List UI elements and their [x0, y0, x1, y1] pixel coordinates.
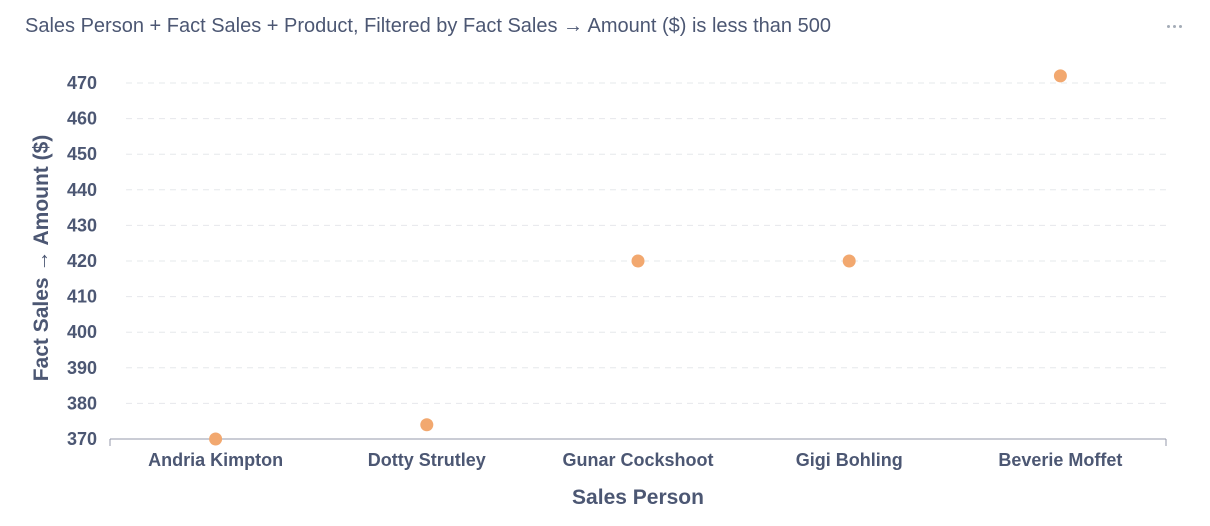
- menu-dot: [1178, 24, 1182, 28]
- x-tick-label: Gigi Bohling: [796, 450, 903, 470]
- data-points: [209, 69, 1067, 446]
- y-axis-title: Fact Sales → Amount ($): [30, 135, 53, 382]
- x-tick-label: Beverie Moffet: [998, 450, 1122, 470]
- y-tick-label: 450: [67, 144, 97, 164]
- menu-dot: [1166, 24, 1170, 28]
- x-tick-label: Dotty Strutley: [368, 450, 486, 470]
- gridlines: [126, 82, 1166, 404]
- data-point[interactable]: [1053, 69, 1067, 83]
- y-tick-label: 370: [67, 429, 97, 449]
- more-options-icon[interactable]: [1158, 10, 1190, 42]
- y-tick-label: 470: [67, 73, 97, 93]
- menu-dot: [1172, 24, 1176, 28]
- x-axis: [109, 438, 1167, 446]
- x-tick-label: Gunar Cockshoot: [562, 450, 713, 470]
- y-axis-ticks: 370 380 390 400 410 420 430 440 450 460 470: [67, 73, 97, 449]
- y-tick-label: 410: [67, 287, 97, 307]
- data-point[interactable]: [209, 432, 223, 446]
- y-tick-label: 460: [67, 109, 97, 129]
- y-tick-label: 390: [67, 358, 97, 378]
- y-tick-label: 380: [67, 393, 97, 413]
- chart-title: Sales Person + Fact Sales + Product, Fil…: [25, 15, 831, 37]
- y-tick-label: 420: [67, 251, 97, 271]
- data-point[interactable]: [631, 254, 645, 268]
- y-tick-label: 430: [67, 215, 97, 235]
- y-tick-label: 440: [67, 180, 97, 200]
- x-axis-title: Sales Person: [572, 486, 704, 509]
- x-tick-label: Andria Kimpton: [148, 450, 283, 470]
- data-point[interactable]: [420, 418, 434, 432]
- data-point[interactable]: [842, 254, 856, 268]
- x-axis-ticks: Andria Kimpton Dotty Strutley Gunar Cocksh…: [148, 450, 1122, 470]
- y-tick-label: 400: [67, 322, 97, 342]
